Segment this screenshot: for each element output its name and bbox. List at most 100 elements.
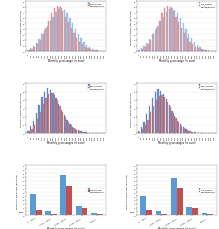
Bar: [199, 133, 201, 134]
Bar: [93, 51, 94, 52]
Bar: [58, 10, 59, 52]
Bar: [51, 94, 52, 134]
Bar: [145, 126, 146, 134]
Bar: [180, 19, 181, 52]
Bar: [155, 31, 156, 52]
Bar: [201, 50, 202, 52]
Bar: [79, 131, 80, 134]
Bar: [182, 24, 184, 52]
Bar: [66, 186, 72, 215]
Bar: [174, 11, 175, 52]
Bar: [69, 19, 71, 52]
Bar: [194, 43, 195, 52]
Bar: [198, 133, 199, 134]
Bar: [188, 35, 189, 52]
Bar: [187, 39, 188, 52]
Bar: [185, 30, 187, 52]
Bar: [181, 29, 182, 52]
Bar: [167, 102, 168, 134]
Bar: [201, 133, 202, 134]
Bar: [58, 105, 59, 134]
Bar: [178, 123, 179, 134]
Bar: [157, 90, 159, 134]
Bar: [82, 208, 87, 215]
X-axis label: Monthly gross wages (in euro): Monthly gross wages (in euro): [158, 141, 196, 145]
Bar: [155, 93, 156, 134]
Bar: [80, 39, 82, 52]
Bar: [47, 89, 48, 134]
Bar: [66, 120, 68, 134]
Bar: [156, 29, 157, 52]
Bar: [59, 106, 61, 134]
Bar: [171, 9, 173, 52]
Bar: [40, 112, 41, 134]
Bar: [66, 14, 68, 52]
Bar: [44, 92, 45, 134]
Bar: [69, 124, 71, 134]
Bar: [202, 50, 203, 52]
Bar: [37, 45, 38, 52]
Bar: [53, 18, 54, 52]
Bar: [80, 132, 82, 134]
Bar: [173, 12, 174, 52]
Bar: [171, 111, 173, 134]
Bar: [94, 50, 96, 52]
Bar: [48, 22, 49, 52]
Bar: [51, 214, 57, 215]
Bar: [161, 14, 163, 52]
Bar: [153, 35, 154, 52]
Bar: [146, 114, 147, 134]
Bar: [47, 27, 48, 52]
Bar: [96, 51, 97, 52]
Bar: [150, 41, 152, 52]
Bar: [152, 99, 153, 134]
Bar: [199, 48, 201, 52]
Bar: [36, 44, 37, 52]
Bar: [196, 133, 198, 134]
Bar: [90, 133, 91, 134]
Legend: STRUCTURE, GSOEP/BHPS-I: STRUCTURE, GSOEP/BHPS-I: [87, 3, 106, 8]
Bar: [89, 133, 90, 134]
Bar: [75, 129, 76, 134]
Bar: [86, 46, 87, 52]
Bar: [82, 45, 83, 52]
Bar: [36, 210, 42, 215]
Bar: [160, 22, 161, 52]
Bar: [145, 48, 146, 52]
Bar: [157, 27, 159, 52]
Bar: [178, 23, 179, 52]
Bar: [85, 133, 86, 134]
Bar: [42, 105, 44, 134]
Bar: [68, 23, 69, 52]
Bar: [90, 50, 91, 52]
Bar: [75, 30, 76, 52]
Y-axis label: Number of employees (absolute): Number of employees (absolute): [16, 173, 18, 208]
Bar: [76, 39, 77, 52]
Bar: [39, 40, 40, 52]
Bar: [97, 214, 103, 215]
Bar: [184, 129, 185, 134]
Y-axis label: Number of employees (absolute): Number of employees (absolute): [131, 91, 132, 126]
Bar: [73, 34, 74, 52]
Bar: [185, 130, 187, 134]
Bar: [89, 48, 90, 52]
Bar: [192, 45, 193, 52]
Bar: [138, 131, 139, 134]
Bar: [44, 31, 45, 52]
Bar: [152, 35, 153, 52]
Legend: SES_BHPS1, GSOEP/BHPS-I: SES_BHPS1, GSOEP/BHPS-I: [198, 3, 216, 8]
Bar: [156, 101, 157, 134]
Bar: [169, 10, 170, 52]
Bar: [83, 132, 85, 134]
Bar: [139, 51, 140, 52]
Bar: [139, 132, 140, 134]
Bar: [54, 95, 55, 134]
Legend: BHPS/SOEP1, GSOEP/BHPS-I: BHPS/SOEP1, GSOEP/BHPS-I: [87, 85, 106, 90]
Bar: [181, 126, 182, 134]
Bar: [45, 99, 47, 134]
Bar: [156, 211, 161, 215]
Bar: [141, 127, 142, 134]
Bar: [60, 176, 66, 215]
Bar: [83, 43, 85, 52]
Bar: [140, 196, 146, 215]
